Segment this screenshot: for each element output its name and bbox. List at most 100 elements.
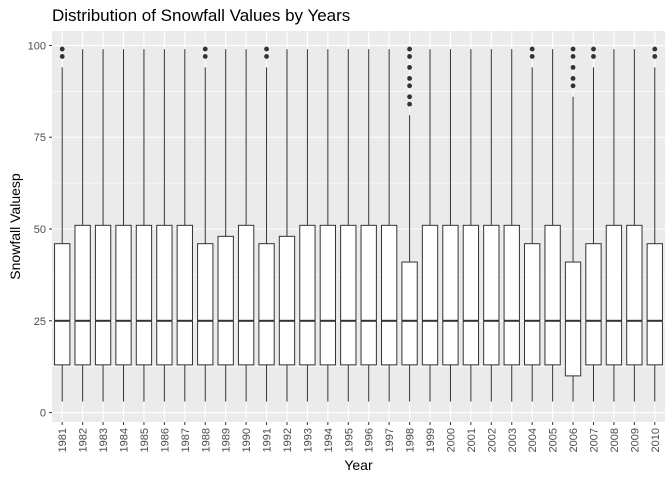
outlier-point bbox=[407, 76, 412, 81]
box-1993 bbox=[299, 49, 316, 402]
y-tick-label: 100 bbox=[28, 40, 46, 52]
box-1996 bbox=[360, 49, 377, 402]
y-tick-label: 25 bbox=[34, 316, 46, 328]
chart-title: Distribution of Snowfall Values by Years bbox=[52, 6, 351, 25]
outlier-point bbox=[59, 46, 65, 52]
box-iqr bbox=[299, 224, 316, 366]
box-1985 bbox=[135, 49, 153, 402]
x-tick-label: 1996 bbox=[364, 428, 376, 452]
plot-panel bbox=[52, 31, 665, 422]
x-axis-title: Year bbox=[344, 457, 373, 473]
box-1998 bbox=[401, 46, 418, 402]
x-tick-label: 1992 bbox=[282, 428, 294, 452]
x-tick-label: 1991 bbox=[262, 428, 274, 452]
box-1986 bbox=[156, 49, 173, 402]
y-tick-label: 0 bbox=[40, 408, 46, 420]
x-tick-label: 2006 bbox=[568, 428, 580, 452]
x-tick-label: 1997 bbox=[384, 428, 396, 452]
outlier-point bbox=[591, 46, 596, 52]
outlier-point bbox=[570, 76, 576, 81]
outlier-point bbox=[202, 46, 208, 52]
box-iqr bbox=[237, 224, 255, 366]
x-tick-label: 2010 bbox=[650, 428, 662, 452]
box-iqr bbox=[217, 235, 234, 366]
outlier-point bbox=[202, 54, 208, 59]
outlier-point bbox=[652, 54, 658, 59]
boxes-layer bbox=[54, 46, 663, 402]
box-iqr bbox=[156, 224, 173, 366]
x-tick-label: 1982 bbox=[78, 428, 90, 452]
box-iqr bbox=[319, 224, 337, 366]
x-tick-label: 1984 bbox=[119, 428, 131, 452]
box-1999 bbox=[421, 49, 439, 402]
outlier-point bbox=[407, 83, 412, 89]
box-iqr bbox=[646, 243, 663, 366]
box-1987 bbox=[176, 49, 193, 402]
box-iqr bbox=[605, 224, 623, 366]
box-iqr bbox=[421, 224, 439, 366]
grid-minor bbox=[52, 91, 665, 368]
box-2004 bbox=[524, 46, 541, 402]
box-1988 bbox=[197, 46, 214, 402]
x-tick-label: 1989 bbox=[221, 428, 233, 452]
box-2005 bbox=[544, 49, 561, 402]
box-2003 bbox=[503, 49, 520, 402]
y-axis: 0 25 50 75 100 bbox=[28, 40, 52, 420]
x-tick-label: 2002 bbox=[486, 428, 498, 452]
outlier-point bbox=[570, 83, 576, 89]
x-tick-label: 1998 bbox=[405, 428, 417, 452]
x-tick-label: 1995 bbox=[343, 428, 355, 452]
y-tick-label: 75 bbox=[34, 132, 46, 144]
box-iqr bbox=[462, 224, 480, 366]
box-iqr bbox=[544, 224, 561, 366]
box-iqr bbox=[176, 224, 193, 366]
x-tick-label: 1999 bbox=[425, 428, 437, 452]
box-1997 bbox=[380, 49, 398, 402]
outlier-point bbox=[529, 54, 535, 59]
x-tick-label: 1983 bbox=[98, 428, 110, 452]
x-tick-label: 1981 bbox=[57, 428, 69, 452]
box-1983 bbox=[94, 49, 112, 402]
box-iqr bbox=[585, 243, 602, 366]
outlier-point bbox=[652, 46, 658, 52]
box-iqr bbox=[197, 243, 214, 366]
x-tick-label: 2004 bbox=[527, 428, 539, 452]
x-tick-label: 1993 bbox=[302, 428, 314, 452]
box-1990 bbox=[237, 49, 255, 402]
box-2000 bbox=[442, 49, 459, 402]
outlier-point bbox=[407, 101, 412, 107]
box-1981 bbox=[54, 46, 71, 402]
box-1995 bbox=[340, 49, 357, 402]
box-iqr bbox=[564, 261, 582, 377]
outlier-point bbox=[570, 46, 576, 52]
outlier-point bbox=[407, 46, 412, 52]
y-axis-title: Snowfall Valuesp bbox=[7, 173, 23, 280]
outlier-point bbox=[407, 94, 412, 100]
box-iqr bbox=[524, 243, 541, 366]
x-tick-label: 2008 bbox=[609, 428, 621, 452]
x-tick-label: 2000 bbox=[445, 428, 457, 452]
box-iqr bbox=[54, 243, 71, 366]
x-tick-label: 1985 bbox=[139, 428, 151, 452]
box-iqr bbox=[135, 224, 153, 366]
x-tick-label: 1987 bbox=[180, 428, 192, 452]
x-tick-label: 2005 bbox=[548, 428, 560, 452]
box-2006 bbox=[564, 46, 582, 402]
box-iqr bbox=[380, 224, 398, 366]
box-1991 bbox=[258, 46, 275, 402]
box-2001 bbox=[462, 49, 480, 402]
x-tick-label: 2007 bbox=[588, 428, 600, 452]
outlier-point bbox=[570, 54, 576, 59]
outlier-point bbox=[59, 54, 65, 59]
box-2008 bbox=[605, 49, 623, 402]
box-iqr bbox=[483, 224, 500, 366]
x-tick-label: 1994 bbox=[323, 428, 335, 452]
x-tick-label: 2009 bbox=[629, 428, 641, 452]
outlier-point bbox=[570, 65, 576, 70]
box-iqr bbox=[115, 224, 132, 366]
outlier-point bbox=[264, 46, 269, 52]
x-tick-label: 1988 bbox=[200, 428, 212, 452]
box-2010 bbox=[646, 46, 663, 402]
y-tick-label: 50 bbox=[34, 224, 46, 236]
